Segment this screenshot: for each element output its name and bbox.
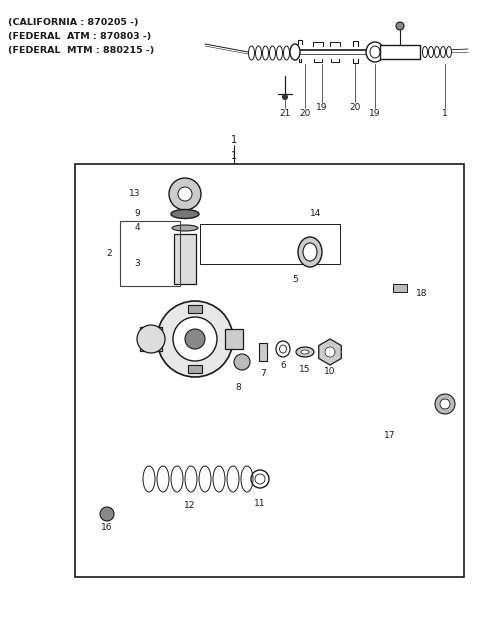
Circle shape <box>396 22 404 30</box>
Bar <box>188 365 202 373</box>
Circle shape <box>173 317 217 361</box>
Bar <box>259 343 267 361</box>
Ellipse shape <box>279 345 287 353</box>
Ellipse shape <box>370 46 380 58</box>
Bar <box>380 45 420 59</box>
Ellipse shape <box>263 46 268 60</box>
Ellipse shape <box>441 47 445 57</box>
Ellipse shape <box>171 466 183 492</box>
Text: 19: 19 <box>316 102 328 112</box>
Ellipse shape <box>434 47 440 57</box>
Text: 17: 17 <box>384 431 396 439</box>
Text: 16: 16 <box>101 524 113 532</box>
Ellipse shape <box>255 46 262 60</box>
Ellipse shape <box>249 46 254 60</box>
Bar <box>140 327 162 351</box>
Ellipse shape <box>422 47 428 57</box>
Text: 2: 2 <box>107 250 112 258</box>
Bar <box>174 234 196 284</box>
Text: (CALIFORNIA : 870205 -): (CALIFORNIA : 870205 -) <box>8 18 139 27</box>
Circle shape <box>234 354 250 370</box>
Text: 9: 9 <box>134 210 140 218</box>
Ellipse shape <box>429 47 433 57</box>
Circle shape <box>100 507 114 521</box>
Text: 18: 18 <box>416 290 428 298</box>
Ellipse shape <box>172 225 198 231</box>
Ellipse shape <box>171 210 199 218</box>
Ellipse shape <box>284 46 289 60</box>
Text: 6: 6 <box>280 361 286 371</box>
Text: 19: 19 <box>369 109 381 117</box>
Circle shape <box>157 301 233 377</box>
Ellipse shape <box>296 347 314 357</box>
Ellipse shape <box>185 466 197 492</box>
Bar <box>75 164 464 577</box>
Circle shape <box>137 325 165 353</box>
Ellipse shape <box>227 466 239 492</box>
Ellipse shape <box>241 466 253 492</box>
Text: 14: 14 <box>310 210 322 218</box>
Bar <box>188 305 202 313</box>
Text: 13: 13 <box>129 190 140 198</box>
Ellipse shape <box>298 237 322 267</box>
Text: 20: 20 <box>300 109 311 117</box>
Text: 11: 11 <box>254 499 266 507</box>
Ellipse shape <box>276 46 283 60</box>
Ellipse shape <box>366 42 384 62</box>
Text: 3: 3 <box>134 260 140 268</box>
Text: 12: 12 <box>184 502 196 510</box>
Ellipse shape <box>325 347 335 357</box>
Text: 4: 4 <box>134 223 140 233</box>
Text: 1: 1 <box>442 109 448 117</box>
Text: 7: 7 <box>260 369 266 379</box>
Text: 1: 1 <box>231 151 237 161</box>
Text: (FEDERAL  MTM : 880215 -): (FEDERAL MTM : 880215 -) <box>8 46 154 55</box>
Ellipse shape <box>199 466 211 492</box>
Ellipse shape <box>276 341 290 357</box>
Ellipse shape <box>143 466 155 492</box>
Circle shape <box>440 399 450 409</box>
Circle shape <box>169 178 201 210</box>
Text: 5: 5 <box>292 276 298 285</box>
Text: 10: 10 <box>324 368 336 376</box>
Bar <box>225 329 243 349</box>
Ellipse shape <box>446 47 452 57</box>
Ellipse shape <box>213 466 225 492</box>
Text: 15: 15 <box>299 364 311 374</box>
Ellipse shape <box>301 350 309 354</box>
Ellipse shape <box>290 44 300 60</box>
Circle shape <box>185 329 205 349</box>
Text: 21: 21 <box>279 109 291 117</box>
Text: 20: 20 <box>349 102 360 112</box>
Circle shape <box>283 94 288 99</box>
Text: 8: 8 <box>235 384 241 392</box>
Bar <box>120 221 180 286</box>
Text: (FEDERAL  ATM : 870803 -): (FEDERAL ATM : 870803 -) <box>8 32 151 41</box>
Circle shape <box>435 394 455 414</box>
Circle shape <box>178 187 192 201</box>
Bar <box>200 224 340 264</box>
Ellipse shape <box>303 243 317 261</box>
Text: 1: 1 <box>231 135 237 145</box>
Ellipse shape <box>269 46 276 60</box>
Bar <box>393 284 407 292</box>
Ellipse shape <box>157 466 169 492</box>
